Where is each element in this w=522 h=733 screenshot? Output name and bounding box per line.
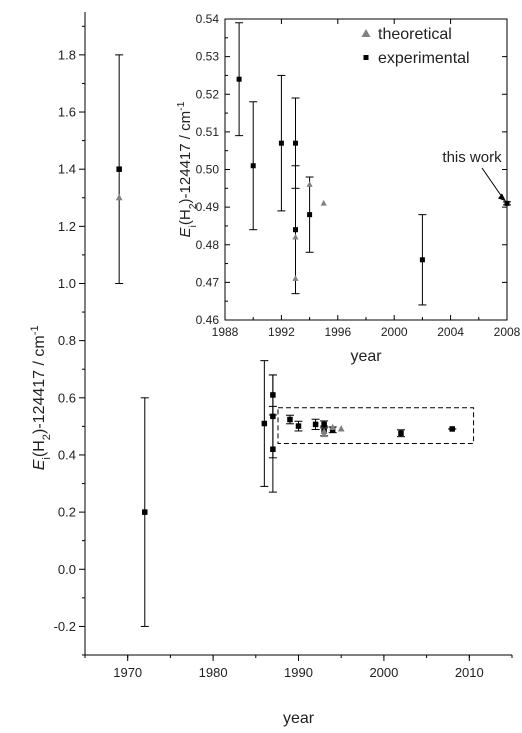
annotation-this-work: this work bbox=[442, 149, 502, 166]
experimental-point bbox=[307, 212, 313, 218]
experimental-point bbox=[504, 200, 510, 206]
inset-y-tick-label: 0.51 bbox=[196, 125, 220, 139]
experimental-point bbox=[261, 420, 268, 427]
y-tick-label: 1.8 bbox=[58, 47, 76, 62]
inset-y-tick-label: 0.54 bbox=[196, 12, 220, 26]
inset-y-tick-label: 0.49 bbox=[196, 200, 220, 214]
y-tick-label: 0.2 bbox=[58, 505, 76, 520]
inset-y-tick-label: 0.47 bbox=[196, 275, 220, 289]
theoretical-point bbox=[292, 275, 299, 281]
y-tick-label: 1.0 bbox=[58, 276, 76, 291]
inset-y-tick-label: 0.50 bbox=[196, 163, 220, 177]
theoretical-point bbox=[115, 193, 123, 201]
inset-x-tick-label: 2004 bbox=[437, 325, 464, 339]
x-axis-label: year bbox=[283, 710, 315, 727]
inset-x-tick-label: 2000 bbox=[381, 325, 408, 339]
experimental-point bbox=[293, 140, 298, 146]
y-tick-label: 1.4 bbox=[58, 162, 76, 177]
x-tick-label: 2010 bbox=[455, 665, 484, 680]
experimental-point bbox=[321, 421, 327, 428]
experimental-point bbox=[295, 423, 302, 429]
experimental-point bbox=[287, 416, 293, 423]
theoretical-point bbox=[292, 233, 299, 240]
x-tick-label: 1980 bbox=[199, 665, 228, 680]
theoretical-point bbox=[306, 181, 313, 187]
inset-plot: 0.46 0.47 0.48 0.49 0.50 0.51 0.52 0.53 0.54 1988… bbox=[175, 12, 521, 365]
theoretical-point bbox=[320, 199, 327, 206]
inset-x-tick-label: 2008 bbox=[494, 325, 521, 339]
y-tick-label: 0.8 bbox=[58, 333, 76, 348]
inset-y-tick-label: 0.46 bbox=[196, 313, 220, 327]
y-tick-label: 0.0 bbox=[58, 562, 76, 577]
experimental-point bbox=[293, 227, 298, 233]
legend-theoretical-label: theoretical bbox=[378, 26, 452, 43]
legend-theoretical-marker bbox=[361, 29, 371, 37]
inset-y-tick-label: 0.48 bbox=[196, 238, 220, 252]
inset-y-tick-label: 0.53 bbox=[196, 50, 220, 64]
theoretical-point bbox=[320, 430, 328, 438]
x-tick-label: 2000 bbox=[369, 665, 398, 680]
main-plot: -0.2 0.0 0.2 0.4 0.6 0.8 1.0 1.2 1.4 1.6 1.8 1970 19… bbox=[29, 12, 513, 727]
y-tick-label: 0.6 bbox=[58, 390, 76, 405]
experimental-point bbox=[250, 163, 256, 169]
experimental-point bbox=[312, 421, 319, 428]
theoretical-point bbox=[337, 425, 345, 432]
y-tick-label: 0.4 bbox=[58, 447, 76, 462]
experimental-point bbox=[236, 76, 242, 82]
inset-y-tick-label: 0.52 bbox=[196, 87, 220, 101]
x-tick-label: 1970 bbox=[113, 665, 142, 680]
y-tick-label: 1.6 bbox=[58, 105, 76, 120]
experimental-point bbox=[270, 446, 276, 452]
annotation-arrow-head bbox=[498, 193, 506, 202]
zoom-region-box bbox=[277, 407, 475, 445]
legend-experimental-label: experimental bbox=[378, 50, 470, 67]
inset-x-tick-label: 1996 bbox=[324, 325, 351, 339]
y-axis-label: Ei(H2)-124417 / cm-1 bbox=[29, 325, 53, 470]
legend-experimental-marker bbox=[363, 55, 369, 60]
experimental-point bbox=[419, 257, 425, 263]
annotation-arrow-line bbox=[481, 167, 504, 199]
inset-x-tick-label: 1988 bbox=[212, 325, 239, 339]
experimental-point bbox=[116, 166, 122, 172]
experimental-point bbox=[449, 426, 455, 432]
experimental-point bbox=[278, 140, 284, 146]
theoretical-point bbox=[329, 423, 337, 431]
experimental-point bbox=[142, 509, 148, 515]
y-tick-label: 1.2 bbox=[58, 219, 76, 234]
inset-frame bbox=[224, 18, 508, 321]
inset-y-axis-label: Ei(H2)-124417 / cm-1 bbox=[175, 101, 199, 237]
inset-x-axis-label: year bbox=[350, 348, 382, 365]
inset-x-tick-label: 1992 bbox=[268, 325, 295, 339]
y-tick-label: -0.2 bbox=[54, 619, 76, 634]
x-tick-label: 1990 bbox=[284, 665, 313, 680]
experimental-point bbox=[398, 430, 404, 436]
